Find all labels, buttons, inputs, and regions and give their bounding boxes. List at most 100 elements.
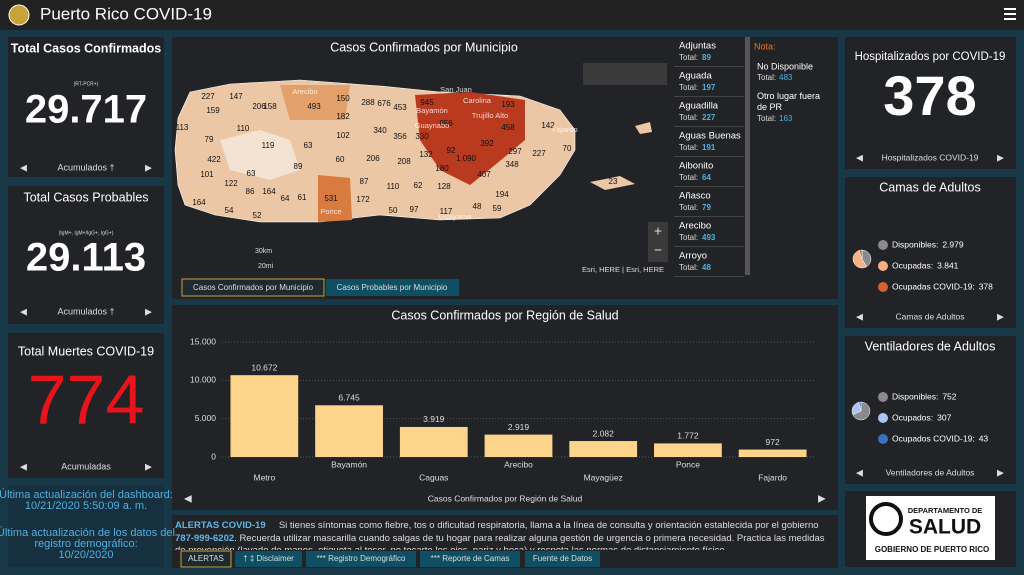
place-label: Arecibo: [292, 87, 317, 96]
nav-prev[interactable]: ◀: [20, 306, 27, 316]
legend-swatch: [878, 261, 888, 271]
nav-prev[interactable]: ◀: [184, 494, 192, 505]
nav-next[interactable]: ▶: [997, 311, 1004, 321]
legend-swatch: [878, 240, 888, 250]
bar[interactable]: [315, 405, 383, 457]
tab-active[interactable]: [181, 278, 325, 297]
pie-slice[interactable]: [858, 401, 862, 412]
nav-next[interactable]: ▶: [145, 306, 152, 316]
panel-footer: Acumulados †: [57, 306, 114, 316]
place-label: Trujillo Alto: [472, 111, 508, 120]
tab[interactable]: [525, 551, 600, 567]
update-label: Última actualización del dashboard:: [0, 488, 173, 501]
value-label: 10.672: [251, 362, 277, 372]
x-axis-title: Casos Confirmados por Región de Salud: [428, 493, 583, 503]
zoom-in[interactable]: +: [654, 223, 662, 239]
tab[interactable]: [180, 550, 232, 568]
logo-text: SALUD: [909, 516, 981, 539]
tab[interactable]: [235, 551, 302, 567]
tab-label[interactable]: *** Registro Demográfico: [317, 554, 406, 563]
legend-value: 752: [942, 391, 956, 401]
municipio-name[interactable]: Arecibo: [679, 221, 711, 232]
map-label: 172: [356, 195, 370, 204]
panel-footer: Hospitalizados COVID-19: [882, 152, 979, 162]
nav-prev[interactable]: ◀: [856, 311, 863, 321]
nav-prev[interactable]: ◀: [20, 461, 27, 471]
map-label: 119: [262, 141, 275, 150]
total-label: Total:: [679, 233, 698, 242]
legend-value: 3.841: [937, 260, 959, 270]
menu[interactable]: [1004, 8, 1016, 20]
bar[interactable]: [399, 426, 468, 457]
map-label: 61: [298, 193, 307, 202]
value-label: 972: [766, 437, 780, 447]
municipio-name[interactable]: Aguas Buenas: [679, 131, 741, 142]
map-label: 132: [419, 150, 433, 159]
map-label: 297: [508, 147, 522, 156]
legend-swatch: [878, 413, 888, 423]
place-label: Guayama: [439, 212, 472, 221]
tab-label[interactable]: ALERTAS: [188, 554, 224, 563]
place-label: Guaynabo: [415, 121, 450, 130]
nav-next[interactable]: ▶: [145, 162, 152, 172]
map-label: 193: [501, 100, 515, 109]
municipio-name[interactable]: Arroyo: [679, 251, 707, 262]
bar[interactable]: [654, 443, 722, 457]
tab-label[interactable]: Casos Probables por Municipio: [337, 283, 448, 292]
map-label: 89: [294, 162, 303, 171]
total-label: Total:: [679, 53, 698, 62]
zoom-out[interactable]: −: [654, 242, 662, 258]
nav-prev[interactable]: ◀: [20, 162, 27, 172]
value-label: 6.745: [338, 393, 360, 403]
tab[interactable]: [306, 551, 416, 567]
x-tick-label: Caguas: [419, 472, 448, 482]
map-label: 128: [437, 182, 451, 191]
list-divider: [674, 276, 744, 277]
nav-prev[interactable]: ◀: [856, 152, 863, 162]
tab-label[interactable]: † ‡ Disclaimer: [243, 554, 294, 563]
bar[interactable]: [569, 441, 638, 457]
map-label: 70: [563, 144, 572, 153]
pie-slice[interactable]: [858, 249, 863, 260]
municipio-name[interactable]: Aibonito: [679, 161, 713, 172]
map-label: 330: [415, 132, 429, 141]
tab[interactable]: [420, 551, 520, 567]
nav-prev[interactable]: ◀: [856, 467, 863, 477]
bar[interactable]: [484, 434, 553, 457]
place-label: Bayamón: [416, 106, 448, 115]
place-label: San Juan: [440, 85, 472, 94]
map-label: 102: [336, 131, 350, 140]
tab[interactable]: [326, 279, 459, 296]
map-label: 79: [205, 135, 214, 144]
pie-slice[interactable]: [852, 401, 871, 421]
alert-body: . Recuerda utilizar mascarilla cuando sa…: [175, 532, 825, 551]
bar[interactable]: [230, 375, 299, 457]
tab-label[interactable]: *** Reporte de Camas: [431, 554, 510, 563]
map-label: 110: [237, 124, 250, 133]
tab-label[interactable]: Casos Confirmados por Municipio: [193, 283, 314, 292]
update-label: Última actualización de los datos del: [0, 526, 175, 539]
map-label: 164: [262, 187, 276, 196]
bar[interactable]: [738, 449, 807, 457]
pie-slice[interactable]: [852, 250, 867, 269]
nav-next[interactable]: ▶: [997, 152, 1004, 162]
list-divider: [674, 246, 744, 247]
map[interactable]: [174, 79, 652, 223]
logo: [866, 496, 995, 560]
municipio-total: 48: [702, 263, 711, 272]
y-tick-label: 0: [211, 451, 216, 461]
nav-next[interactable]: ▶: [997, 467, 1004, 477]
tab-label[interactable]: Fuente de Datos: [533, 554, 592, 563]
municipio-name[interactable]: Adjuntas: [679, 41, 716, 52]
total-label: Total:: [679, 173, 698, 182]
legend-label: Ocupados:: [892, 412, 933, 422]
municipio-name[interactable]: Aguada: [679, 71, 712, 82]
scrollbar[interactable]: [745, 37, 750, 275]
nav-next[interactable]: ▶: [145, 461, 152, 471]
scale-label: 30km: [255, 248, 272, 255]
map-label: 531: [324, 194, 338, 203]
attribution: Esri, HERE | Esri, HERE: [582, 265, 664, 274]
municipio-name[interactable]: Añasco: [679, 191, 711, 202]
municipio-name[interactable]: Aguadilla: [679, 101, 719, 112]
nav-next[interactable]: ▶: [818, 494, 826, 505]
